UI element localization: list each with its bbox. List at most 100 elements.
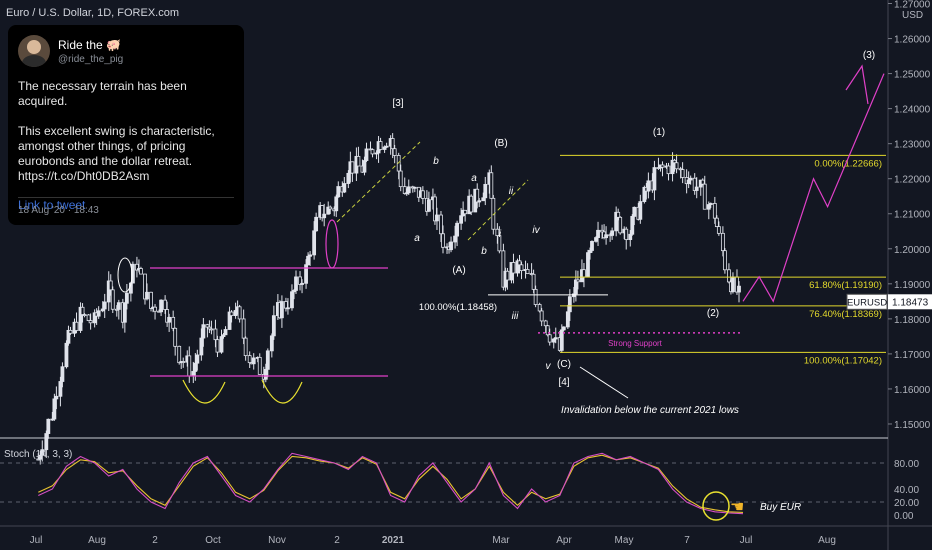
- tweet-link[interactable]: Link to tweet: [18, 198, 86, 212]
- candle-body: [149, 291, 153, 309]
- candle-body: [40, 449, 45, 456]
- candle-body: [483, 183, 488, 199]
- candle-body: [501, 250, 506, 288]
- candle-body: [306, 255, 310, 266]
- wave-label: i: [499, 229, 502, 240]
- wave-label: (B): [494, 138, 507, 149]
- candle-body: [672, 159, 677, 164]
- wave-label: iv: [532, 225, 540, 236]
- candle-body: [404, 192, 409, 195]
- candle-body: [614, 211, 619, 232]
- candle-body: [167, 316, 172, 323]
- candle-body: [124, 292, 129, 304]
- candle-body: [680, 169, 685, 178]
- fib-left-label: 100.00%(1.18458): [419, 302, 497, 313]
- candle-body: [469, 195, 474, 213]
- candle-body: [181, 361, 186, 363]
- current-price-label: 1.18473: [892, 297, 929, 308]
- candle-body: [66, 329, 71, 344]
- candle-body: [54, 395, 59, 400]
- candle-body: [106, 280, 111, 303]
- candle-body: [559, 329, 564, 351]
- fib-level-label: 0.00%(1.22666): [814, 158, 882, 169]
- time-tick-label: Aug: [818, 535, 836, 546]
- stoch-tick-label: 20.00: [894, 498, 919, 509]
- candle-body: [298, 276, 302, 285]
- candle-body: [74, 321, 79, 331]
- candle-body: [384, 145, 389, 148]
- candle-body: [727, 269, 731, 283]
- price-tick-label: 1.16000: [894, 385, 931, 396]
- candle-body: [396, 155, 401, 172]
- candle-body: [543, 320, 548, 327]
- candle-body: [489, 172, 494, 199]
- chart-title: Euro / U.S. Dollar, 1D, FOREX.com: [6, 7, 179, 19]
- candle-body: [576, 279, 580, 283]
- candle-body: [356, 155, 361, 167]
- candle-body: [588, 250, 592, 254]
- candle-body: [322, 213, 327, 219]
- price-tick-label: 1.26000: [894, 35, 931, 46]
- candle-body: [692, 177, 697, 191]
- candle-body: [660, 164, 665, 168]
- candle-body: [116, 302, 121, 310]
- candle-body: [227, 311, 232, 330]
- candle-body: [441, 233, 445, 248]
- candle-body: [547, 334, 552, 343]
- candle-body: [334, 196, 339, 212]
- candle-body: [78, 306, 83, 331]
- candle-body: [737, 285, 741, 293]
- wave-label: v: [546, 361, 552, 372]
- candle-body: [96, 310, 101, 317]
- bottom-arc-right: [261, 379, 303, 404]
- candle-body: [390, 138, 395, 150]
- candle-body: [505, 270, 510, 281]
- channel-line-2: [467, 179, 529, 241]
- stoch-d-line: [38, 454, 744, 513]
- pointing-hand-icon: ☚: [730, 497, 744, 516]
- candle-body: [594, 237, 598, 242]
- candle-body: [350, 161, 355, 174]
- candle-body: [674, 162, 679, 170]
- time-tick-label: May: [615, 535, 634, 546]
- wave-label: (C): [557, 359, 571, 370]
- candle-body: [435, 214, 439, 222]
- wave-label: a: [414, 233, 420, 244]
- candle-body: [60, 366, 65, 382]
- candle-body: [714, 217, 719, 228]
- candle-body: [688, 177, 693, 181]
- stoch-k-line: [38, 452, 744, 515]
- candle-body: [720, 232, 725, 252]
- time-tick-label: Aug: [88, 535, 106, 546]
- candle-body: [590, 240, 594, 251]
- candle-body: [215, 339, 220, 353]
- candle-body: [646, 180, 651, 192]
- candle-body: [610, 230, 615, 236]
- wave-label: (2): [707, 308, 719, 319]
- candle-body: [271, 315, 276, 337]
- candle-body: [497, 235, 502, 252]
- tweet-text: The necessary terrain has been acquired.…: [18, 79, 215, 183]
- price-tick-label: 1.17000: [894, 350, 931, 361]
- price-tick-label: 1.27000: [894, 0, 931, 11]
- candle-body: [195, 354, 200, 364]
- avatar: [18, 35, 50, 67]
- buy-annotation: Buy EUR: [760, 502, 801, 513]
- candle-body: [46, 418, 51, 434]
- candle-body: [632, 206, 637, 217]
- candle-body: [312, 230, 317, 256]
- candle-body: [573, 279, 578, 295]
- peak-ellipse: [117, 257, 133, 293]
- price-tick-label: 1.24000: [894, 105, 931, 116]
- candle-body: [135, 263, 139, 271]
- candle-body: [213, 328, 218, 341]
- candle-body: [567, 296, 572, 313]
- candle-body: [342, 183, 347, 193]
- candle-body: [700, 179, 705, 185]
- stoch-tick-label: 0.00: [894, 511, 914, 522]
- candle-body: [686, 179, 691, 185]
- breakout-ellipse: [325, 219, 339, 269]
- candle-body: [143, 273, 147, 300]
- invalidation-annotation: Invalidation below the current 2021 lows: [561, 405, 739, 416]
- candle-body: [68, 329, 73, 334]
